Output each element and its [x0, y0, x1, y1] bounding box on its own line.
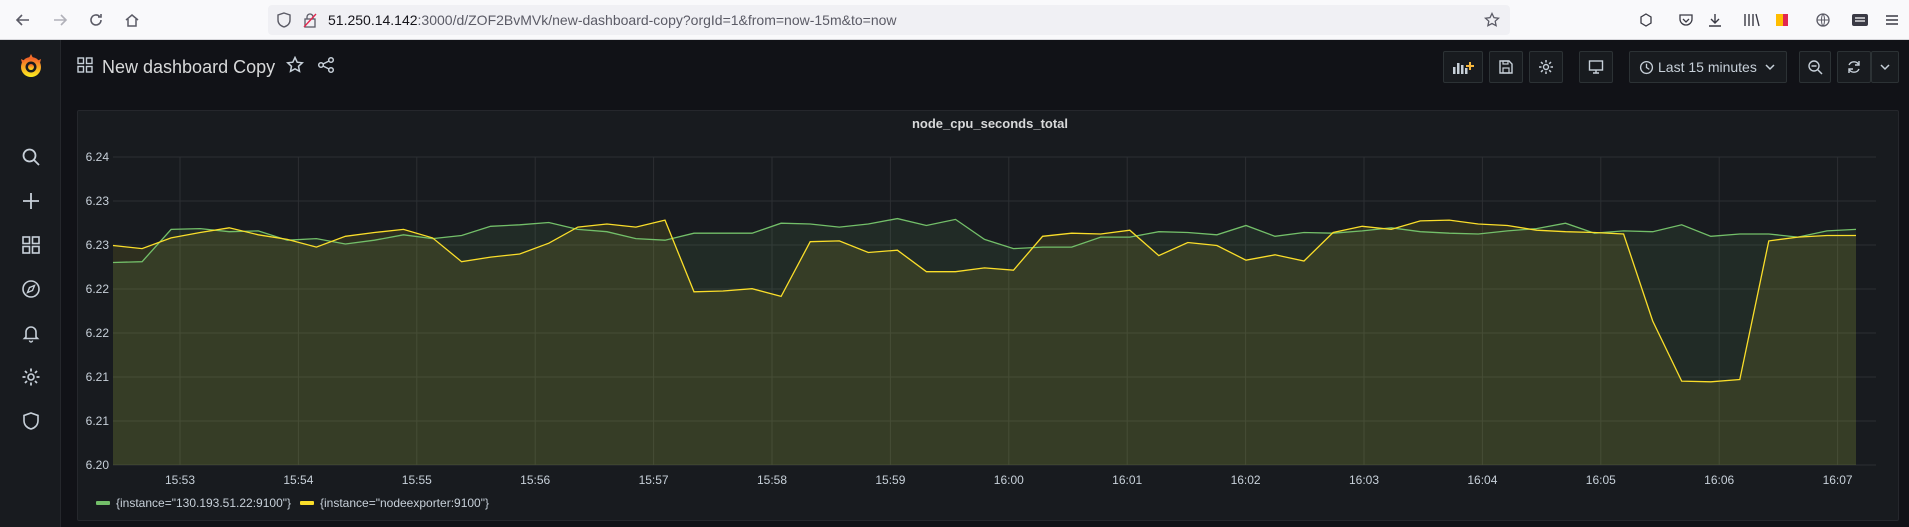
- dashboards-icon[interactable]: [19, 233, 43, 257]
- y-tick-label: 6.23: [86, 238, 110, 252]
- series-line-1[interactable]: [112, 217, 1857, 264]
- x-tick-label: 16:04: [1467, 473, 1497, 487]
- legend-item-series-2[interactable]: {instance="nodeexporter:9100"}: [300, 496, 489, 510]
- y-tick-label: 6.24: [86, 150, 110, 164]
- legend-swatch: [96, 501, 110, 505]
- y-tick-label: 6.22: [86, 326, 110, 340]
- view-mode-button[interactable]: [1579, 51, 1613, 83]
- home-icon[interactable]: [120, 8, 144, 32]
- forward-icon[interactable]: [48, 8, 72, 32]
- insecure-lock-icon[interactable]: [302, 12, 318, 28]
- x-tick-label: 15:53: [165, 473, 195, 487]
- legend-item-series-1[interactable]: {instance="130.193.51.22:9100"}: [96, 496, 291, 510]
- x-tick-label: 15:56: [520, 473, 550, 487]
- star-icon[interactable]: [284, 54, 306, 76]
- series-area-2: [113, 220, 1856, 465]
- refresh-button[interactable]: [1837, 51, 1871, 83]
- download-icon[interactable]: [1705, 10, 1725, 30]
- sidebar: [0, 40, 61, 527]
- gear-icon[interactable]: [19, 365, 43, 389]
- x-tick-label: 16:03: [1349, 473, 1379, 487]
- legend-label: {instance="nodeexporter:9100"}: [320, 496, 489, 510]
- pocket-save-icon[interactable]: [1636, 10, 1656, 30]
- extension-flag-icon[interactable]: [1772, 10, 1792, 30]
- save-dashboard-button[interactable]: [1489, 51, 1523, 83]
- shield-icon[interactable]: [276, 12, 292, 28]
- y-tick-label: 6.22: [86, 282, 110, 296]
- series-area-1: [113, 218, 1856, 465]
- series-line-2[interactable]: [112, 219, 1856, 383]
- time-picker-button[interactable]: Last 15 minutes: [1629, 51, 1787, 83]
- plus-icon[interactable]: [19, 189, 43, 213]
- x-tick-label: 15:54: [283, 473, 313, 487]
- library-icon[interactable]: [1742, 10, 1762, 30]
- bell-icon[interactable]: [19, 321, 43, 345]
- search-icon[interactable]: [19, 145, 43, 169]
- y-tick-label: 6.21: [86, 414, 110, 428]
- y-tick-label: 6.21: [86, 370, 110, 384]
- x-tick-label: 16:07: [1823, 473, 1853, 487]
- clock-icon: [1639, 60, 1654, 74]
- refresh-interval-button[interactable]: [1871, 51, 1899, 83]
- back-icon[interactable]: [11, 8, 35, 32]
- add-panel-button[interactable]: [1443, 51, 1483, 83]
- grafana-logo-icon[interactable]: [15, 50, 47, 82]
- share-icon[interactable]: [315, 54, 337, 76]
- translate-icon[interactable]: [1813, 10, 1833, 30]
- x-tick-label: 16:01: [1112, 473, 1142, 487]
- pocket-icon[interactable]: [1676, 10, 1696, 30]
- graph-panel[interactable]: [77, 110, 1899, 521]
- shield-icon[interactable]: [19, 409, 43, 433]
- x-tick-label: 16:05: [1586, 473, 1616, 487]
- chevron-down-icon: [1765, 64, 1775, 71]
- legend-label: {instance="130.193.51.22:9100"}: [116, 496, 292, 510]
- url-text: 51.250.14.142:3000/d/ZOF2BvMVk/new-dashb…: [328, 12, 897, 28]
- x-tick-label: 15:59: [875, 473, 905, 487]
- dashboard-grid-icon[interactable]: [74, 54, 96, 76]
- chevron-down-icon: [1880, 64, 1890, 71]
- bookmark-star-icon[interactable]: [1484, 12, 1500, 28]
- y-tick-label: 6.20: [86, 458, 110, 472]
- x-tick-label: 15:58: [757, 473, 787, 487]
- x-tick-label: 15:55: [402, 473, 432, 487]
- zoom-out-button[interactable]: [1799, 51, 1831, 83]
- time-range-label: Last 15 minutes: [1658, 59, 1757, 75]
- menu-icon[interactable]: [1882, 10, 1902, 30]
- browser-toolbar: 51.250.14.142:3000/d/ZOF2BvMVk/new-dashb…: [0, 0, 1909, 40]
- x-tick-label: 16:00: [994, 473, 1024, 487]
- reload-icon[interactable]: [84, 8, 108, 32]
- panel-title[interactable]: node_cpu_seconds_total: [911, 116, 1069, 131]
- legend-swatch: [300, 501, 314, 505]
- url-bar[interactable]: 51.250.14.142:3000/d/ZOF2BvMVk/new-dashb…: [268, 5, 1510, 35]
- x-tick-label: 15:57: [639, 473, 669, 487]
- x-tick-label: 16:02: [1231, 473, 1261, 487]
- extension-icon[interactable]: [1850, 10, 1870, 30]
- x-tick-label: 16:06: [1704, 473, 1734, 487]
- compass-icon[interactable]: [19, 277, 43, 301]
- page-title[interactable]: New dashboard Copy: [102, 57, 276, 77]
- y-tick-label: 6.23: [86, 194, 110, 208]
- dashboard-settings-button[interactable]: [1529, 51, 1563, 83]
